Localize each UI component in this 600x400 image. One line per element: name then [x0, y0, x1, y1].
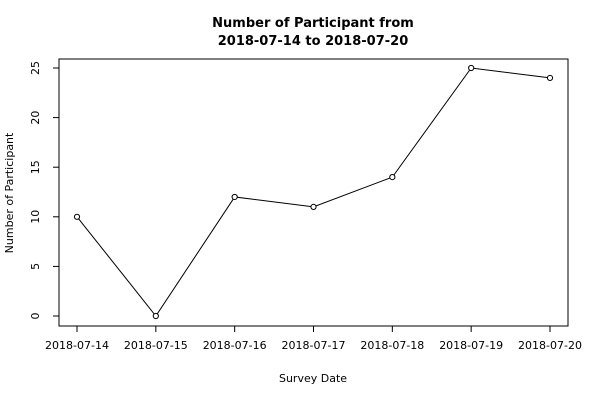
- x-tick-label: 2018-07-18: [360, 339, 424, 352]
- x-tick-label: 2018-07-16: [203, 339, 267, 352]
- y-tick-label: 20: [29, 111, 42, 125]
- plot-box: [58, 58, 569, 327]
- x-tick-label: 2018-07-14: [45, 339, 109, 352]
- x-tick-label: 2018-07-15: [124, 339, 188, 352]
- x-tick-label: 2018-07-19: [439, 339, 503, 352]
- series-group: [73, 64, 554, 320]
- data-point: [546, 74, 554, 82]
- y-tick-label: 0: [29, 313, 42, 320]
- y-tick-label: 5: [29, 263, 42, 270]
- x-tick-label: 2018-07-20: [518, 339, 582, 352]
- data-point: [310, 203, 317, 210]
- data-point: [73, 213, 81, 220]
- x-tick-label: 2018-07-17: [282, 339, 346, 352]
- y-tick-label: 15: [29, 160, 42, 174]
- data-point: [468, 64, 475, 72]
- y-tick-label: 25: [29, 61, 42, 75]
- series-line: [76, 67, 551, 317]
- y-tick-label: 10: [29, 210, 42, 224]
- data-point: [389, 174, 396, 181]
- data-point: [231, 193, 238, 201]
- y-axis-title: Number of Participant: [3, 132, 16, 253]
- y-axis: 0 5 10 15 20 25: [29, 61, 60, 320]
- chart-title-line-1: Number of Participant from: [212, 16, 414, 31]
- chart-title-line-2: 2018-07-14 to 2018-07-20: [218, 34, 409, 49]
- x-axis-title: Survey Date: [279, 372, 347, 385]
- x-axis: 2018-07-14 2018-07-15 2018-07-16 2018-07-17…: [45, 325, 582, 352]
- data-point: [152, 312, 159, 320]
